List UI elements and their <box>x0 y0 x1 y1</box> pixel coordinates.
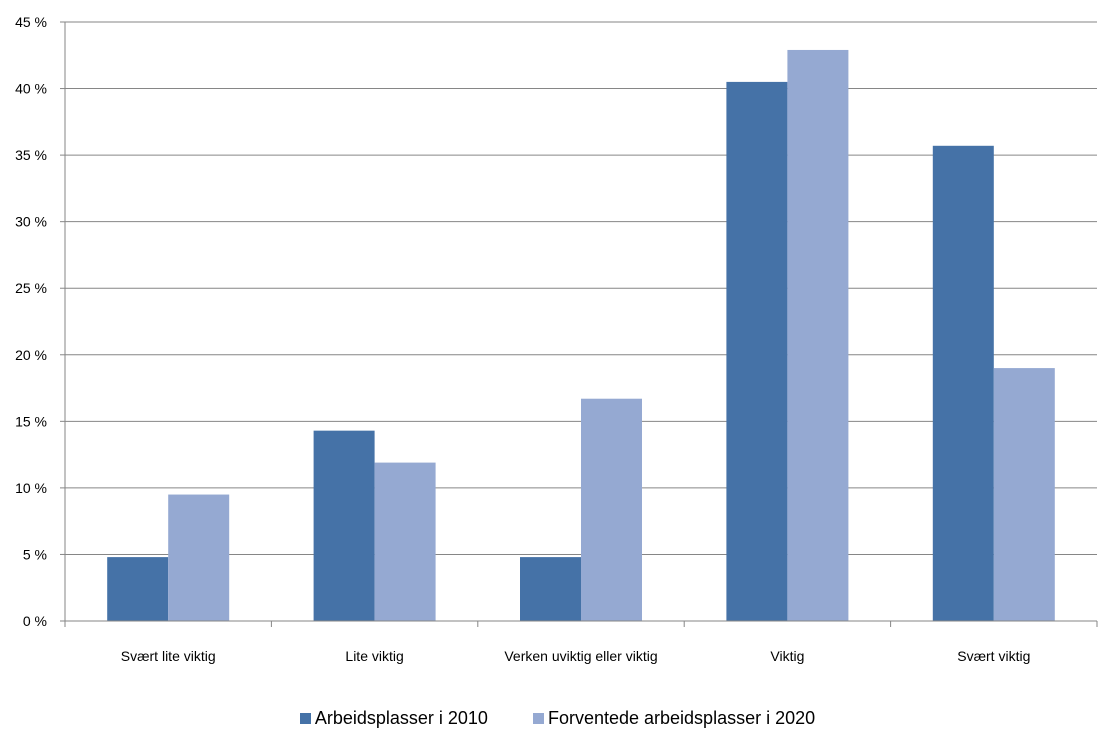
x-tick-label: Svært lite viktig <box>121 648 216 664</box>
y-tick-label: 35 % <box>15 147 47 163</box>
x-tick-label: Verken uviktig eller viktig <box>504 648 657 664</box>
y-axis-ticks: 0 % 5 % 10 % 15 % 20 % 25 % 30 % 35 % 40 % 45 % <box>15 14 65 629</box>
bar-2-3 <box>581 398 642 621</box>
legend-swatch-series-2 <box>532 713 544 724</box>
y-tick-label: 30 % <box>15 214 47 230</box>
y-tick-label: 25 % <box>15 280 47 296</box>
y-tick-label: 45 % <box>15 14 47 30</box>
bar-1-2 <box>313 430 375 621</box>
legend-label-series-2: Forventede arbeidsplasser i 2020 <box>547 708 816 728</box>
bars <box>107 49 1055 622</box>
bar-2-5 <box>993 368 1055 621</box>
bar-1-1 <box>107 557 169 621</box>
bar-1-4 <box>726 81 788 621</box>
legend-label-series-1: Arbeidsplasser i 2010 <box>314 708 488 728</box>
bar-2-4 <box>787 49 849 622</box>
bar-2-2 <box>374 462 436 621</box>
x-tick-label: Svært viktig <box>957 648 1030 664</box>
bar-2-1 <box>168 494 230 621</box>
y-tick-label: 5 % <box>23 546 47 562</box>
x-axis-ticks: Svært lite viktig Lite viktig Verken uvikt… <box>64 621 1098 664</box>
y-tick-label: 40 % <box>15 81 47 97</box>
legend-item-series-2: Forventede arbeidsplasser i 2020 <box>532 708 816 729</box>
axes <box>64 22 1097 622</box>
bar-1-3 <box>520 557 581 621</box>
x-tick-label: Lite viktig <box>345 648 403 664</box>
legend-swatch-series-1 <box>299 713 311 724</box>
y-tick-label: 20 % <box>15 347 47 363</box>
y-tick-label: 0 % <box>23 613 47 629</box>
gridlines <box>65 21 1097 555</box>
bar-1-5 <box>932 145 994 621</box>
y-tick-label: 10 % <box>15 480 47 496</box>
legend-item-series-1: Arbeidsplasser i 2010 <box>299 708 488 729</box>
y-tick-label: 15 % <box>15 413 47 429</box>
legend: Arbeidsplasser i 2010 Forventede arbeids… <box>0 708 1115 729</box>
x-tick-label: Viktig <box>770 648 804 664</box>
